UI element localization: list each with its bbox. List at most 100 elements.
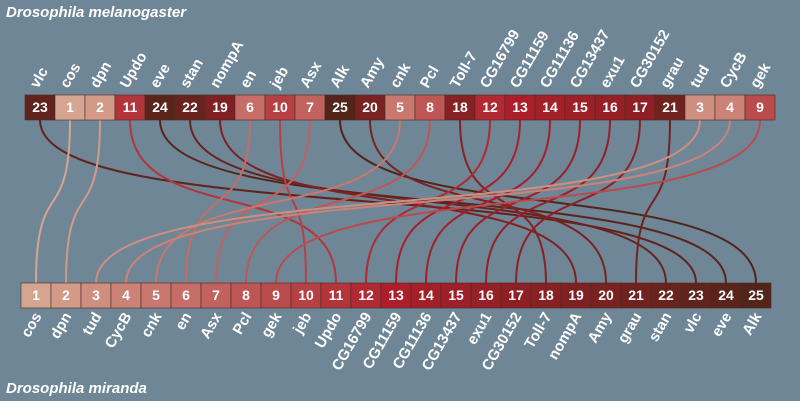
gene-rank: 23 [688, 287, 704, 303]
gene-box [380, 282, 412, 309]
gene-rank: 14 [418, 287, 434, 303]
gene-rank: 24 [152, 99, 168, 115]
link [279, 119, 307, 284]
bottom-title: Drosophila miranda [6, 380, 147, 397]
gene-rank: 22 [182, 99, 198, 115]
gene-box [290, 282, 322, 309]
gene-rank: 2 [96, 99, 104, 115]
gene-rank: 9 [756, 99, 764, 115]
gene-box [170, 282, 202, 309]
link [515, 119, 641, 284]
gene-box [110, 282, 142, 309]
link [459, 119, 547, 284]
link [485, 119, 611, 284]
gene-box [260, 282, 292, 309]
gene-rank: 8 [242, 287, 250, 303]
gene-rank: 17 [508, 287, 524, 303]
gene-box [50, 282, 82, 309]
gene-rank: 15 [572, 99, 588, 115]
gene-rank: 9 [272, 287, 280, 303]
gene-rank: 19 [568, 287, 584, 303]
gene-rank: 21 [628, 287, 644, 303]
link [129, 119, 337, 284]
gene-box [534, 94, 566, 121]
gene-box [350, 282, 382, 309]
link [155, 119, 401, 284]
link [125, 119, 731, 284]
gene-box [384, 94, 416, 121]
gene-rank: 7 [212, 287, 220, 303]
gene-box [234, 94, 266, 121]
gene-box [560, 282, 592, 309]
gene-rank: 18 [452, 99, 468, 115]
link [35, 119, 71, 284]
gene-box [624, 94, 656, 121]
gene-rank: 18 [538, 287, 554, 303]
gene-rank: 21 [662, 99, 678, 115]
gene-rank: 5 [396, 99, 404, 115]
gene-rank: 24 [718, 287, 734, 303]
gene-box [564, 94, 596, 121]
gene-rank: 20 [362, 99, 378, 115]
gene-box [744, 94, 776, 121]
gene-rank: 1 [66, 99, 74, 115]
gene-box [414, 94, 446, 121]
gene-box [140, 282, 172, 309]
gene-box [204, 94, 236, 121]
gene-box [500, 282, 532, 309]
gene-box [444, 94, 476, 121]
gene-rank: 13 [388, 287, 404, 303]
gene-rank: 17 [632, 99, 648, 115]
gene-box [24, 94, 56, 121]
gene-rank: 1 [32, 287, 40, 303]
gene-box [80, 282, 112, 309]
link [215, 119, 311, 284]
gene-rank: 6 [246, 99, 254, 115]
gene-box [84, 94, 116, 121]
gene-box [684, 94, 716, 121]
gene-rank: 16 [478, 287, 494, 303]
gene-rank: 12 [358, 287, 374, 303]
gene-rank: 7 [306, 99, 314, 115]
link [635, 119, 671, 284]
gene-rank: 25 [748, 287, 764, 303]
gene-box [620, 282, 652, 309]
gene-rank: 10 [272, 99, 288, 115]
gene-box [594, 94, 626, 121]
link [65, 119, 101, 284]
gene-box [144, 94, 176, 121]
link [245, 119, 431, 284]
gene-rank: 12 [482, 99, 498, 115]
gene-rank: 22 [658, 287, 674, 303]
gene-rank: 20 [598, 287, 614, 303]
gene-rank: 19 [212, 99, 228, 115]
gene-box [590, 282, 622, 309]
gene-rank: 10 [298, 287, 314, 303]
gene-rank: 16 [602, 99, 618, 115]
gene-box [714, 94, 746, 121]
gene-box [504, 94, 536, 121]
link [395, 119, 521, 284]
gene-rank: 5 [152, 287, 160, 303]
gene-box [114, 94, 146, 121]
gene-box [320, 282, 352, 309]
link [185, 119, 251, 284]
gene-rank: 25 [332, 99, 348, 115]
top-title: Drosophila melanogaster [6, 4, 187, 21]
gene-box [324, 94, 356, 121]
gene-box [474, 94, 506, 121]
link [275, 119, 761, 284]
gene-box [440, 282, 472, 309]
gene-rank: 15 [448, 287, 464, 303]
link [95, 119, 701, 284]
gene-rank: 6 [182, 287, 190, 303]
gene-box [230, 282, 262, 309]
gene-rank: 2 [62, 287, 70, 303]
link [425, 119, 551, 284]
gene-box [294, 94, 326, 121]
gene-rank: 11 [123, 99, 138, 115]
gene-rank: 3 [92, 287, 100, 303]
gene-label: en [172, 310, 195, 334]
link [39, 119, 697, 284]
